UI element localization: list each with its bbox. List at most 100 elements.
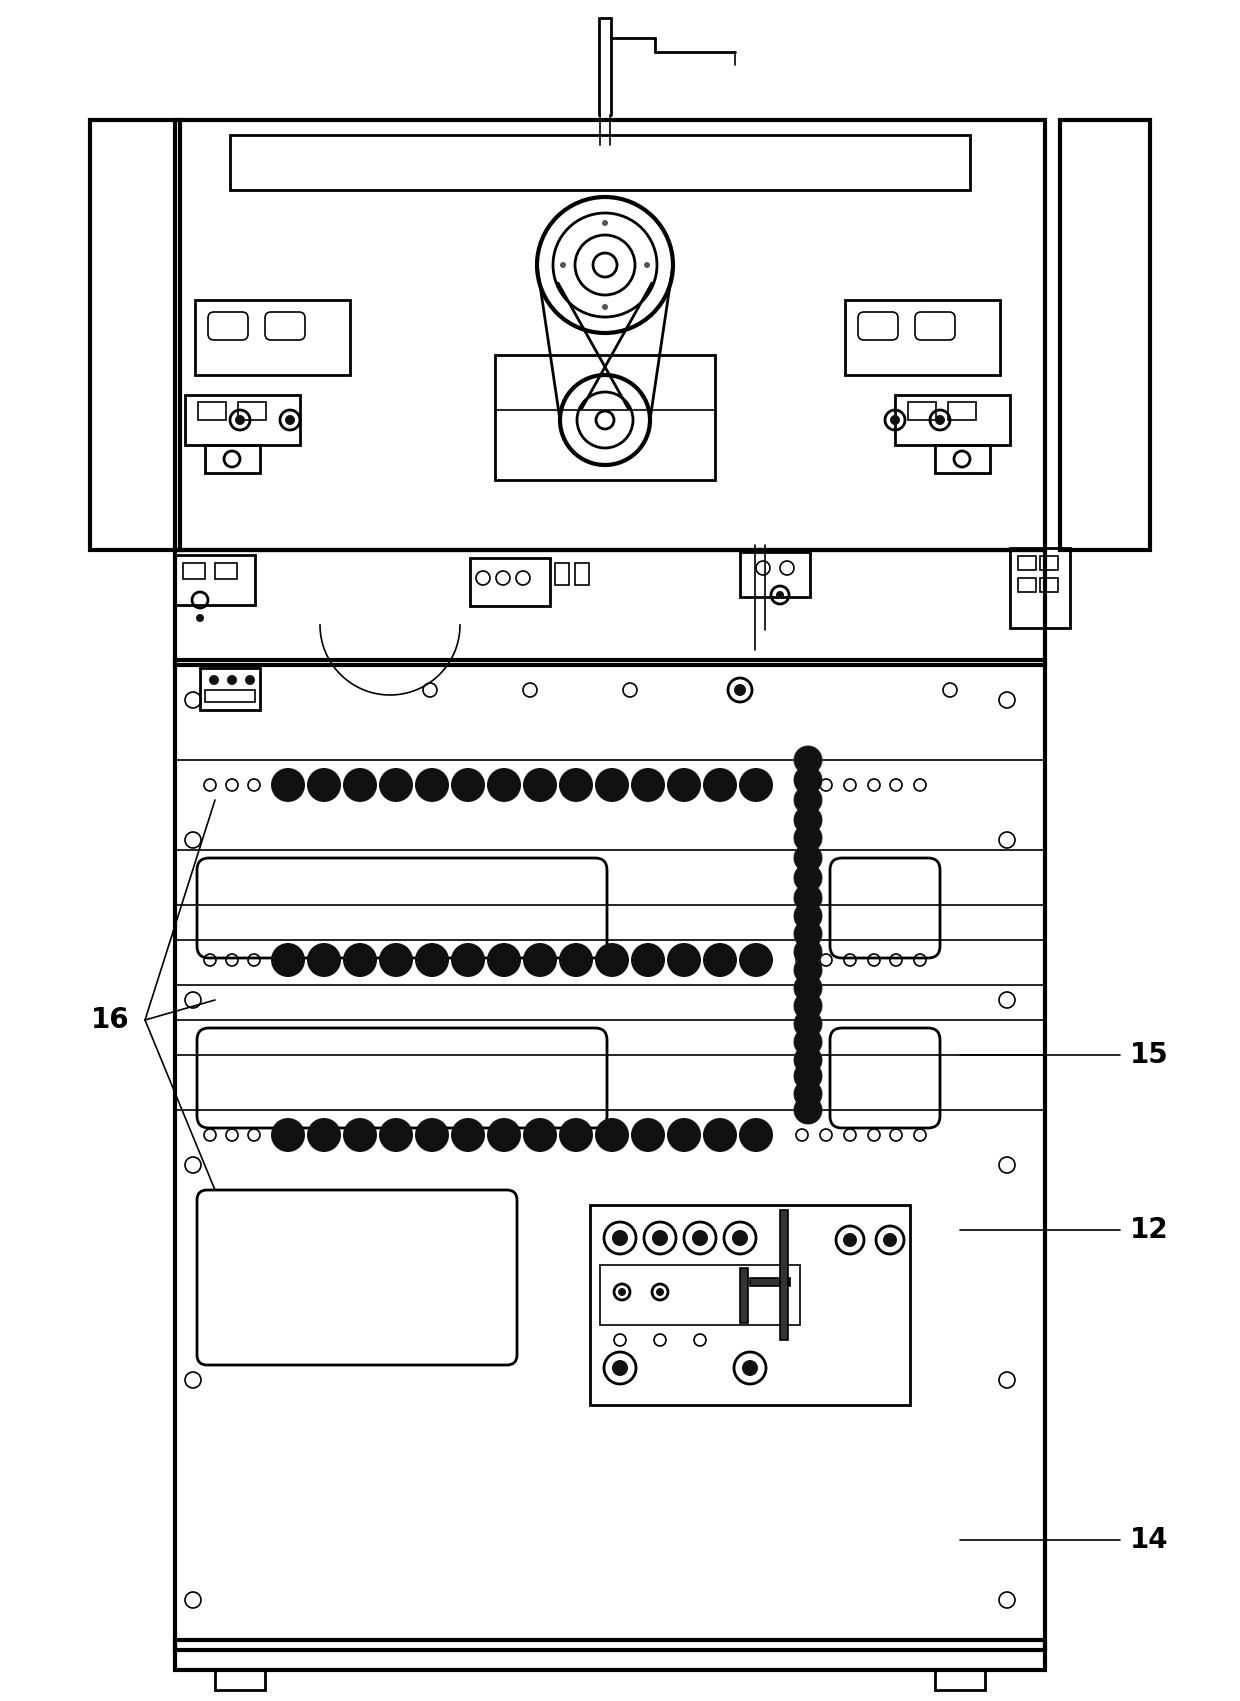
- Circle shape: [343, 767, 377, 801]
- Circle shape: [794, 823, 822, 852]
- Bar: [1040, 578, 1058, 592]
- Circle shape: [794, 902, 822, 930]
- Text: 16: 16: [92, 1005, 130, 1034]
- Circle shape: [794, 975, 822, 1002]
- Circle shape: [451, 767, 485, 801]
- Bar: [215, 563, 237, 578]
- Circle shape: [794, 956, 822, 983]
- Bar: [556, 563, 569, 585]
- Bar: [184, 563, 205, 578]
- Circle shape: [935, 415, 945, 425]
- Circle shape: [415, 1118, 449, 1152]
- Circle shape: [739, 942, 773, 976]
- Circle shape: [703, 1118, 737, 1152]
- Circle shape: [487, 1118, 521, 1152]
- Circle shape: [794, 992, 822, 1021]
- Circle shape: [667, 942, 701, 976]
- Circle shape: [560, 262, 565, 269]
- Bar: [215, 1670, 265, 1691]
- Bar: [198, 401, 226, 420]
- Circle shape: [732, 1230, 748, 1247]
- Circle shape: [794, 765, 822, 794]
- Circle shape: [308, 942, 341, 976]
- Circle shape: [794, 1095, 822, 1124]
- Circle shape: [595, 1118, 629, 1152]
- Circle shape: [595, 767, 629, 801]
- Bar: [908, 401, 936, 420]
- Circle shape: [613, 1230, 627, 1247]
- Circle shape: [601, 219, 608, 226]
- Circle shape: [667, 767, 701, 801]
- Bar: [600, 1266, 800, 1325]
- Bar: [205, 446, 260, 473]
- Circle shape: [890, 415, 900, 425]
- Bar: [895, 395, 1011, 446]
- Bar: [780, 1209, 787, 1340]
- Bar: [175, 549, 1045, 665]
- Circle shape: [559, 942, 593, 976]
- Circle shape: [523, 767, 557, 801]
- Bar: [750, 1277, 790, 1286]
- Bar: [1040, 556, 1058, 570]
- Circle shape: [794, 844, 822, 873]
- Circle shape: [415, 942, 449, 976]
- Circle shape: [487, 767, 521, 801]
- Circle shape: [631, 767, 665, 801]
- Bar: [740, 553, 810, 597]
- Circle shape: [739, 767, 773, 801]
- Bar: [175, 555, 255, 606]
- Circle shape: [794, 937, 822, 966]
- Text: 12: 12: [1130, 1216, 1168, 1243]
- Circle shape: [559, 1118, 593, 1152]
- Circle shape: [618, 1288, 626, 1296]
- Circle shape: [794, 1061, 822, 1090]
- Bar: [175, 121, 1045, 549]
- Circle shape: [652, 1230, 668, 1247]
- Circle shape: [794, 806, 822, 833]
- Bar: [590, 1204, 910, 1405]
- Bar: [185, 395, 300, 446]
- Circle shape: [272, 767, 305, 801]
- Circle shape: [656, 1288, 663, 1296]
- Circle shape: [343, 942, 377, 976]
- Bar: [470, 558, 551, 606]
- Bar: [949, 401, 976, 420]
- Circle shape: [734, 684, 746, 696]
- Circle shape: [692, 1230, 708, 1247]
- Circle shape: [343, 1118, 377, 1152]
- Circle shape: [379, 942, 413, 976]
- Bar: [195, 299, 350, 374]
- Circle shape: [883, 1233, 897, 1247]
- Circle shape: [308, 767, 341, 801]
- Circle shape: [559, 767, 593, 801]
- Circle shape: [794, 885, 822, 912]
- Bar: [844, 299, 999, 374]
- Circle shape: [794, 1046, 822, 1073]
- Circle shape: [246, 675, 255, 686]
- Circle shape: [644, 262, 650, 269]
- Circle shape: [523, 942, 557, 976]
- Circle shape: [451, 1118, 485, 1152]
- Circle shape: [794, 920, 822, 947]
- Circle shape: [308, 1118, 341, 1152]
- Circle shape: [379, 1118, 413, 1152]
- Bar: [205, 691, 255, 703]
- Circle shape: [631, 942, 665, 976]
- Text: 14: 14: [1130, 1526, 1168, 1555]
- Circle shape: [601, 304, 608, 310]
- Circle shape: [776, 590, 784, 599]
- Circle shape: [794, 1010, 822, 1038]
- Bar: [935, 1670, 985, 1691]
- Bar: [200, 668, 260, 709]
- Circle shape: [272, 1118, 305, 1152]
- Circle shape: [196, 614, 205, 623]
- Circle shape: [794, 864, 822, 891]
- Circle shape: [487, 942, 521, 976]
- Bar: [175, 1640, 1045, 1670]
- Circle shape: [703, 767, 737, 801]
- Bar: [575, 563, 589, 585]
- Bar: [175, 660, 1045, 1650]
- Circle shape: [742, 1361, 758, 1376]
- Bar: [1018, 556, 1035, 570]
- Circle shape: [236, 415, 246, 425]
